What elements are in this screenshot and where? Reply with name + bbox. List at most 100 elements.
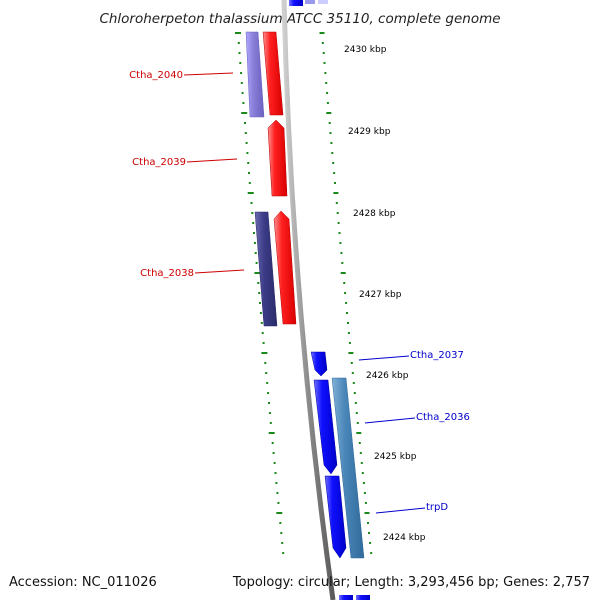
track-dot (268, 432, 275, 434)
track-dot (274, 472, 277, 474)
track-dot (340, 252, 343, 254)
track-dot (348, 342, 351, 344)
gene-labels: Ctha_2040 Ctha_2039 Ctha_2038 Ctha_2037 … (129, 70, 470, 514)
track-dot (254, 272, 261, 274)
track-dot (239, 62, 242, 64)
track-dot (359, 452, 362, 454)
track-dot (277, 502, 280, 504)
track-dot (331, 152, 334, 154)
track-dot (364, 512, 370, 514)
track-dot (346, 312, 348, 314)
track-dot (355, 412, 358, 414)
gene-label-ctha-2036[interactable]: Ctha_2036 (416, 412, 470, 423)
gene-label-ctha-2037[interactable]: Ctha_2037 (410, 350, 464, 361)
track-dot (265, 372, 268, 374)
track-dot (264, 362, 267, 364)
track-dot (261, 352, 268, 354)
track-dot (279, 522, 282, 524)
track-dot (242, 102, 245, 104)
ctha-2038-cds-arrow (273, 210, 297, 325)
track-dot (344, 292, 347, 294)
track-dot (319, 32, 325, 34)
track-dot (262, 342, 265, 344)
track-dot (244, 132, 247, 134)
track-dot (241, 92, 244, 94)
leader-line-ctha-2037 (358, 355, 410, 361)
ctha-2040-cds-arrow (262, 31, 284, 116)
track-dot (266, 382, 269, 384)
track-dot (335, 202, 338, 204)
map-title: Chloroherpeton thalassium ATCC 35110, co… (99, 11, 500, 27)
track-dot (329, 132, 332, 134)
track-dot (343, 282, 346, 284)
track-dot (276, 512, 283, 514)
gene-label-trpd[interactable]: trpD (426, 502, 448, 513)
track-dot (330, 142, 333, 144)
track-dot (268, 402, 270, 404)
track-dot (282, 552, 285, 554)
track-dot (259, 312, 262, 314)
track-dot (261, 332, 264, 334)
gene-trpd[interactable] (324, 475, 347, 559)
track-dot (276, 492, 279, 494)
track-dot (251, 212, 254, 214)
track-dot (252, 222, 255, 224)
accession-text: Accession: NC_011026 (9, 575, 157, 590)
track-dot (237, 42, 240, 44)
track-dot (356, 422, 359, 424)
ctha-2040-feature-block (245, 31, 265, 118)
track-dot (326, 102, 329, 104)
track-dot (358, 442, 361, 444)
track-dot (338, 232, 341, 234)
track-dot (348, 352, 354, 354)
track-dot (259, 302, 261, 304)
track-dot (356, 432, 362, 434)
gene-label-ctha-2040[interactable]: Ctha_2040 (129, 70, 183, 81)
gene-label-ctha-2038[interactable]: Ctha_2038 (140, 268, 194, 279)
gene-label-ctha-2039[interactable]: Ctha_2039 (132, 157, 186, 168)
track-dot (337, 222, 340, 224)
track-dot (268, 412, 271, 414)
track-dot (347, 332, 350, 334)
track-dot (332, 162, 335, 164)
track-dot (245, 142, 248, 144)
track-dot (253, 242, 256, 244)
track-dot (362, 482, 365, 484)
track-dot (334, 182, 336, 184)
gene-ctha-2037[interactable] (310, 351, 328, 377)
ctha-2036-feature-block (331, 377, 365, 559)
track-dot (254, 252, 257, 254)
track-dot (340, 272, 346, 274)
track-dot (326, 112, 332, 114)
track-dot (333, 192, 339, 194)
track-dot (325, 82, 328, 84)
genome-summary-text: Topology: circular; Length: 3,293,456 bp… (232, 575, 590, 590)
track-dot (323, 62, 326, 64)
tick-label-2429: 2429 kbp (348, 127, 391, 137)
track-dot (273, 462, 276, 464)
track-dot (258, 292, 261, 294)
gene-ctha-2036[interactable] (313, 377, 365, 559)
track-dot (246, 152, 249, 154)
track-dot (364, 502, 367, 504)
track-dot (324, 72, 327, 74)
track-dot (363, 492, 366, 494)
track-dot (333, 172, 336, 174)
track-dot (240, 72, 243, 74)
track-dot (253, 232, 255, 234)
track-dot (250, 202, 253, 204)
tick-label-2428: 2428 kbp (353, 209, 396, 219)
track-dot (353, 392, 356, 394)
dotted-track-right (319, 32, 373, 554)
gene-ctha-2040[interactable] (245, 31, 284, 118)
leader-line-trpd (375, 507, 426, 514)
track-dot (255, 262, 258, 264)
track-dot (369, 542, 372, 544)
track-dot (269, 422, 272, 424)
track-dot (328, 122, 331, 124)
gene-ctha-2039[interactable] (267, 119, 288, 197)
trpd-cds-arrow (324, 475, 347, 559)
track-dot (241, 112, 248, 114)
track-dot (247, 162, 250, 164)
gene-ctha-2038[interactable] (254, 210, 297, 327)
